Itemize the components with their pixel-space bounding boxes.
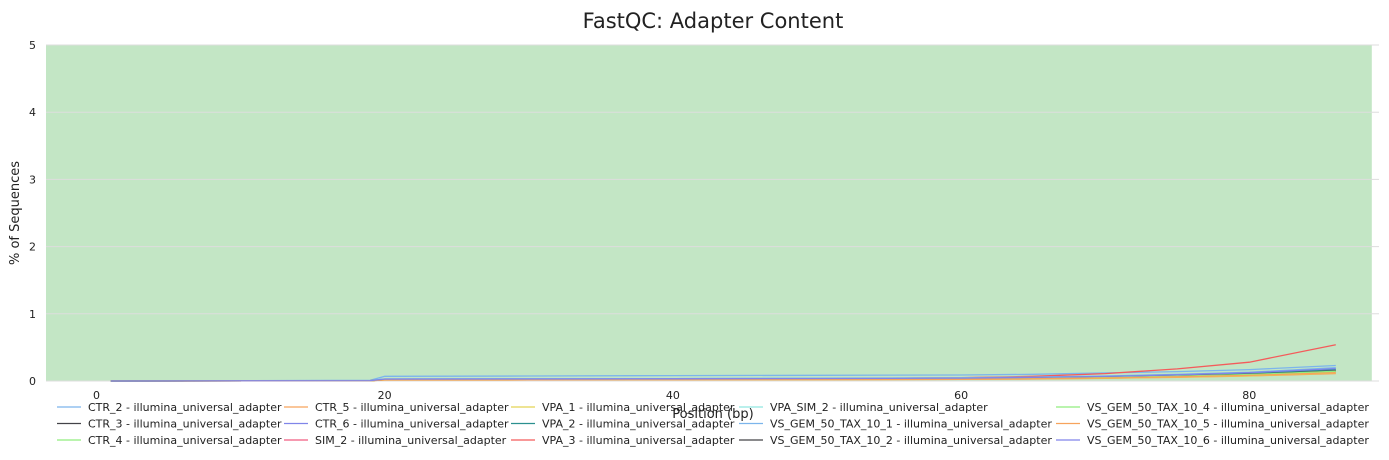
legend-item[interactable]: VS_GEM_50_TAX_10_4 - illumina_universal_… <box>1056 401 1369 414</box>
x-tick-label: 20 <box>378 389 392 402</box>
x-tick-label: 0 <box>93 389 100 402</box>
y-tick-label: 1 <box>29 308 36 321</box>
legend-item[interactable]: VS_GEM_50_TAX_10_1 - illumina_universal_… <box>739 418 1052 431</box>
legend-label: CTR_3 - illumina_universal_adapter <box>88 418 282 431</box>
series-line-1 <box>110 364 1336 382</box>
background-band <box>46 45 1372 381</box>
legend-label: VS_GEM_50_TAX_10_4 - illumina_universal_… <box>1087 401 1369 414</box>
y-tick-label: 0 <box>29 375 36 388</box>
legend-label: CTR_2 - illumina_universal_adapter <box>88 401 282 414</box>
legend-label: VS_GEM_50_TAX_10_2 - illumina_universal_… <box>770 434 1052 447</box>
series-line-15 <box>110 367 1336 382</box>
legend-item[interactable]: SIM_2 - illumina_universal_adapter <box>284 434 507 447</box>
x-axis-title: Position (bp) <box>672 407 753 422</box>
legend-item[interactable]: CTR_2 - illumina_universal_adapter <box>57 401 282 414</box>
legend-label: SIM_2 - illumina_universal_adapter <box>315 434 507 447</box>
legend: CTR_2 - illumina_universal_adapter CTR_3 … <box>57 401 1369 447</box>
legend-label: VPA_2 - illumina_universal_adapter <box>542 418 735 431</box>
legend-item[interactable]: VPA_2 - illumina_universal_adapter <box>511 418 735 431</box>
series-line-14 <box>110 371 1336 382</box>
y-axis-title: % of Sequences <box>8 161 23 265</box>
legend-item[interactable]: CTR_5 - illumina_universal_adapter <box>284 401 509 414</box>
legend-item[interactable]: VPA_3 - illumina_universal_adapter <box>511 434 735 447</box>
legend-item[interactable]: CTR_6 - illumina_universal_adapter <box>284 418 509 431</box>
legend-label: VPA_3 - illumina_universal_adapter <box>542 434 735 447</box>
legend-label: VS_GEM_50_TAX_10_5 - illumina_universal_… <box>1087 418 1369 431</box>
legend-label: VPA_SIM_2 - illumina_universal_adapter <box>770 401 988 414</box>
legend-item[interactable]: VS_GEM_50_TAX_10_2 - illumina_universal_… <box>739 434 1052 447</box>
x-axis: 0 20 40 60 80 <box>93 389 1256 402</box>
legend-label: CTR_4 - illumina_universal_adapter <box>88 434 282 447</box>
legend-item[interactable]: VPA_1 - illumina_universal_adapter <box>511 401 735 414</box>
legend-label: CTR_6 - illumina_universal_adapter <box>315 418 509 431</box>
x-tick-label: 80 <box>1242 389 1256 402</box>
legend-label: VS_GEM_50_TAX_10_1 - illumina_universal_… <box>770 418 1052 431</box>
chart-title: FastQC: Adapter Content <box>583 9 844 33</box>
y-axis: 0 1 2 3 4 5 <box>29 39 36 388</box>
y-tick-label: 2 <box>29 241 36 254</box>
x-tick-label: 40 <box>666 389 680 402</box>
y-tick-label: 4 <box>29 106 36 119</box>
legend-item[interactable]: CTR_4 - illumina_universal_adapter <box>57 434 282 447</box>
legend-label: VPA_1 - illumina_universal_adapter <box>542 401 735 414</box>
legend-label: CTR_5 - illumina_universal_adapter <box>315 401 509 414</box>
plot-background <box>46 45 1372 381</box>
grid-lines <box>46 44 1379 382</box>
legend-item[interactable]: VS_GEM_50_TAX_10_5 - illumina_universal_… <box>1056 418 1369 431</box>
y-tick-label: 3 <box>29 173 36 186</box>
x-tick-label: 60 <box>954 389 968 402</box>
legend-item[interactable]: VPA_SIM_2 - illumina_universal_adapter <box>739 401 988 414</box>
legend-item[interactable]: CTR_3 - illumina_universal_adapter <box>57 418 282 431</box>
legend-item[interactable]: VS_GEM_50_TAX_10_6 - illumina_universal_… <box>1056 434 1369 447</box>
y-tick-label: 5 <box>29 39 36 52</box>
legend-label: VS_GEM_50_TAX_10_6 - illumina_universal_… <box>1087 434 1369 447</box>
series-lines <box>110 344 1336 382</box>
